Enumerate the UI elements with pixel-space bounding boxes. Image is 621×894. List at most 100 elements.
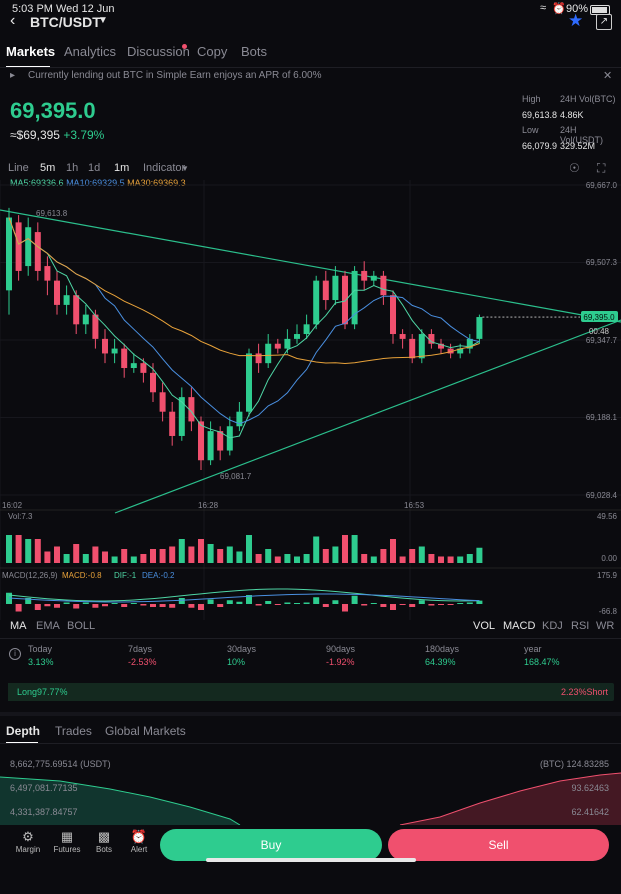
macd-bar xyxy=(265,601,272,604)
volume-bar xyxy=(236,551,243,563)
tab-depth[interactable]: Depth xyxy=(6,724,40,738)
ma-button[interactable]: MA xyxy=(10,620,27,632)
interval-5m[interactable]: 5m xyxy=(40,162,56,174)
ask-area xyxy=(400,773,621,825)
back-icon[interactable]: ‹ xyxy=(10,12,16,29)
perf-label: 180days xyxy=(425,644,460,654)
star-icon[interactable]: ★ xyxy=(568,11,584,30)
macd-bar xyxy=(34,604,41,610)
volume-bar xyxy=(140,554,147,563)
candle-body xyxy=(274,343,281,349)
tab-trades[interactable]: Trades xyxy=(55,724,92,738)
candle-body xyxy=(130,363,137,369)
low-value: 66,079.9 xyxy=(522,141,558,151)
ma10-value: MA10:69329.5 xyxy=(66,178,125,188)
tab-analytics[interactable]: Analytics xyxy=(64,44,117,59)
ema-button[interactable]: EMA xyxy=(36,620,60,632)
volume-bar xyxy=(447,556,454,563)
macd-bar xyxy=(466,602,473,604)
nav-bots[interactable]: ▩ Bots xyxy=(84,829,124,854)
volume-bar xyxy=(351,535,358,563)
wifi-icon: ≈ xyxy=(540,2,547,14)
ma-line xyxy=(8,217,480,425)
macd-bar xyxy=(15,604,22,612)
candle-body xyxy=(303,324,310,335)
volume-bars xyxy=(6,535,483,563)
candle-body xyxy=(188,397,195,422)
indicator-dropdown[interactable]: Indicator xyxy=(143,162,186,174)
tab-global-markets[interactable]: Global Markets xyxy=(105,724,186,738)
close-icon[interactable]: ✕ xyxy=(603,70,613,82)
interval-line[interactable]: Line xyxy=(8,162,29,174)
perf-label: 90days xyxy=(326,644,356,654)
long-ratio: Long97.77% xyxy=(17,687,68,697)
sell-button[interactable]: Sell xyxy=(388,829,609,861)
vol-button[interactable]: VOL xyxy=(473,620,496,632)
price-sub: ≈$69,395 +3.79% xyxy=(10,128,104,142)
candle-body xyxy=(159,392,166,412)
boll-button[interactable]: BOLL xyxy=(67,620,96,632)
notification-dot xyxy=(182,44,187,49)
macd-bar xyxy=(236,601,243,604)
candle-body xyxy=(140,363,147,373)
nav-alert[interactable]: ⏰ Alert xyxy=(119,829,159,854)
volume-bar xyxy=(399,556,406,563)
countdown-label: 00:48 xyxy=(589,327,610,336)
macd-button[interactable]: MACD xyxy=(503,620,536,632)
tab-discussion[interactable]: Discussion xyxy=(127,44,190,59)
rsi-button[interactable]: RSI xyxy=(571,620,590,632)
interval-1m[interactable]: 1m xyxy=(114,162,130,174)
candle-body xyxy=(418,334,425,359)
price-tag-label: 69,395.0 xyxy=(583,313,615,322)
candle-body xyxy=(476,317,483,339)
ma5-value: MA5:69336.6 xyxy=(10,178,64,188)
volume-bar xyxy=(54,546,60,563)
home-indicator xyxy=(206,858,416,862)
nav-margin[interactable]: ⚙ Margin xyxy=(8,829,48,854)
volume-bar xyxy=(274,556,281,563)
low-marker: 69,081.7 xyxy=(220,472,252,481)
depth-right-2: 93.62463 xyxy=(571,783,609,793)
caret-down-icon[interactable]: ▼ xyxy=(98,15,108,26)
fullscreen-icon[interactable]: ⛶ xyxy=(597,161,606,175)
volume-bar xyxy=(111,556,118,563)
nav-futures[interactable]: ▦ Futures xyxy=(47,829,87,854)
candle-body xyxy=(265,343,272,364)
performance-row: i Today 3.13% 7days -2.53% 30days 10% 90days -1… xyxy=(0,640,621,676)
settings-icon[interactable]: ☉ xyxy=(569,161,580,175)
share-icon[interactable]: ↗ xyxy=(596,14,612,30)
wr-button[interactable]: WR xyxy=(596,620,615,632)
macd-bar xyxy=(73,604,80,609)
ma-line xyxy=(8,217,480,365)
pair-title[interactable]: BTC/USDT xyxy=(30,14,101,30)
macd-bar xyxy=(457,603,464,604)
price-chart[interactable]: 69,667.0 69,507.3 69,347.7 69,188.1 69,028.4… xyxy=(0,180,621,620)
tab-bots[interactable]: Bots xyxy=(241,44,268,59)
volume-bar xyxy=(457,556,464,563)
candle-body xyxy=(284,338,291,349)
notice-bar[interactable]: ▸ Currently lending out BTC in Simple Ea… xyxy=(0,68,621,84)
candle-body xyxy=(6,217,12,291)
tab-markets[interactable]: Markets xyxy=(6,44,56,59)
volume-bar xyxy=(342,535,348,563)
alarm-icon: ⏰ xyxy=(552,3,566,15)
last-price: 69,395.0 xyxy=(10,98,96,123)
buy-button[interactable]: Buy xyxy=(160,829,382,861)
perf-label: 7days xyxy=(128,644,153,654)
candle-body xyxy=(380,275,387,296)
candle-body xyxy=(44,266,51,281)
perf-label: year xyxy=(524,644,542,654)
kdj-button[interactable]: KDJ xyxy=(542,620,563,632)
tab-copy[interactable]: Copy xyxy=(197,44,228,59)
candle-body xyxy=(217,431,224,451)
interval-1h[interactable]: 1h xyxy=(66,162,79,174)
interval-1d[interactable]: 1d xyxy=(88,162,101,174)
macd-bar xyxy=(332,600,339,604)
moving-averages xyxy=(8,217,580,439)
divider xyxy=(0,743,621,744)
depth-chart[interactable]: 8,662,775.69514 (USDT) 6,497,081.77135 4… xyxy=(0,745,621,825)
candle-body xyxy=(34,232,41,271)
macd-histogram xyxy=(6,588,483,612)
info-icon[interactable]: i xyxy=(9,648,21,660)
volume-bar xyxy=(390,539,396,563)
